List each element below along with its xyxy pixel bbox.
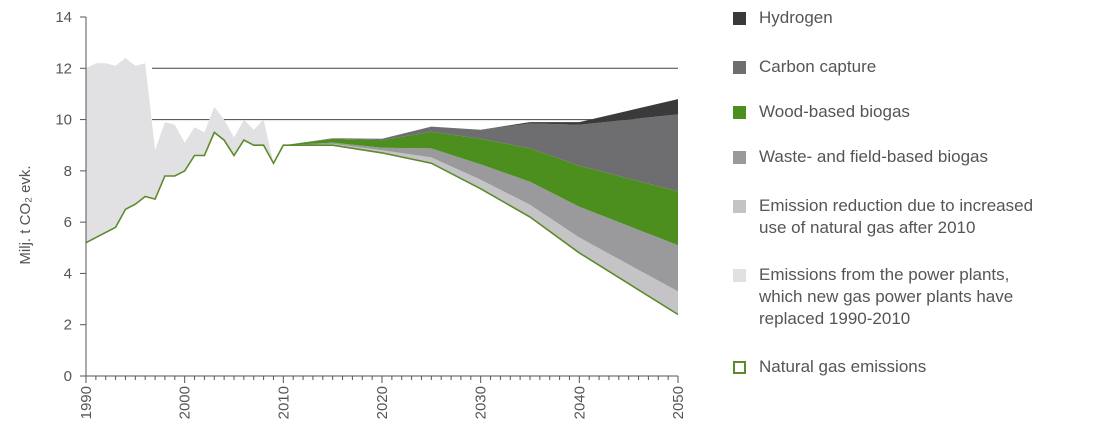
x-tick-label: 2030 (473, 386, 490, 419)
area-layers (85, 58, 679, 376)
x-tick-label: 2050 (670, 386, 687, 419)
y-tick-labels: 0 2 4 6 8 10 12 14 (55, 9, 72, 385)
legend-label-carbon-capture: Carbon capture (759, 57, 877, 76)
legend-label-replaced-power-plants: Emissions from the power plants, which n… (759, 265, 1014, 328)
y-tick-label: 8 (64, 163, 72, 180)
area-replaced-power-plants (86, 58, 284, 243)
legend-swatch-emission-reduction (733, 200, 746, 213)
x-tick-label: 1990 (78, 386, 95, 419)
line-natural-gas-emissions (85, 131, 679, 316)
legend-label-natural-gas-emissions: Natural gas emissions (759, 357, 927, 376)
area-natural-gas-emissions (86, 132, 678, 376)
legend-label-emission-reduction: Emission reduction due to increased use … (759, 196, 1034, 237)
x-tick-labels: 1990 2000 2010 2020 2030 2040 2050 (78, 386, 687, 419)
chart: 0 2 4 6 8 10 12 14 1990 2000 2010 2020 2030 2040 2050… (17, 9, 687, 419)
x-tick-label: 2010 (275, 386, 292, 419)
legend-swatch-wood-based-biogas (733, 106, 746, 119)
legend-label-waste-field-biogas: Waste- and field-based biogas (759, 147, 989, 166)
area-carbon-capture (283, 114, 678, 192)
area-hydrogen (283, 99, 678, 146)
legend-swatch-replaced-power-plants (733, 269, 746, 282)
legend-swatch-natural-gas-emissions (733, 361, 746, 374)
y-axis-label: Milj. t CO₂ evk. (17, 165, 34, 264)
axes (80, 16, 679, 383)
legend-label-hydrogen: Hydrogen (759, 8, 833, 27)
legend-label-wood-based-biogas: Wood-based biogas (759, 102, 910, 121)
x-tick-label: 2000 (177, 386, 194, 419)
x-tick-label: 2020 (374, 386, 391, 419)
area-wood-based-biogas (283, 131, 678, 246)
y-tick-label: 10 (55, 112, 72, 129)
y-tick-label: 6 (64, 214, 72, 231)
y-tick-label: 14 (55, 9, 72, 26)
y-tick-label: 4 (64, 265, 72, 282)
y-tick-label: 0 (64, 368, 72, 385)
legend-swatch-waste-field-biogas (733, 151, 746, 164)
y-tick-label: 2 (64, 317, 72, 334)
area-waste-field-biogas (283, 142, 678, 292)
x-tick-label: 2040 (571, 386, 588, 419)
y-tick-label: 12 (55, 60, 72, 77)
legend-swatch-hydrogen (733, 12, 746, 25)
gridlines (152, 67, 678, 121)
legend-swatch-carbon-capture (733, 61, 746, 74)
